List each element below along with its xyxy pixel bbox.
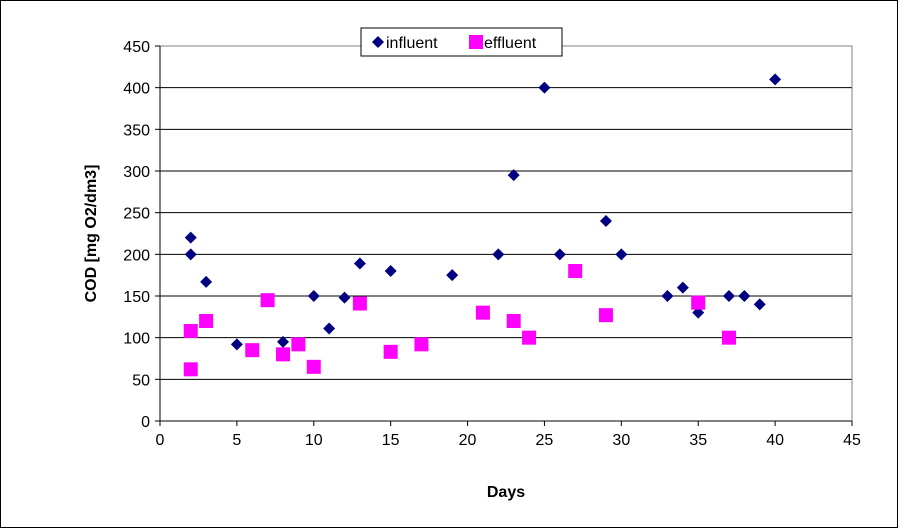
effluent-point-9 [383,344,398,359]
series-effluent [183,264,736,377]
influent-point-0 [184,231,197,244]
influent-point-21 [722,290,735,302]
y-tick-label-50: 50 [132,372,150,389]
x-tick-label-30: 30 [612,432,630,449]
influent-point-19 [676,281,689,294]
effluent-point-10 [414,337,429,352]
x-tick-label-25: 25 [536,432,554,449]
influent-point-15 [553,248,566,261]
legend: influent effluent [360,27,563,57]
y-tick-label-250: 250 [123,206,150,223]
influent-point-5 [307,290,320,302]
legend-items: influent effluent [372,35,537,52]
influent-point-18 [661,290,674,302]
legend-effluent-marker [469,35,483,49]
plot-area [159,45,853,422]
influent-point-9 [384,265,397,277]
effluent-point-7 [306,359,321,374]
y-tick-label-150: 150 [123,289,150,306]
data-points [183,73,782,377]
y-tick-labels: 0 50 100 150 200 250 300 350 400 450 [123,39,150,431]
x-tick-label-40: 40 [766,432,784,449]
influent-point-12 [492,248,505,261]
effluent-point-1 [183,362,198,377]
influent-point-16 [599,215,612,227]
effluent-point-16 [691,295,706,310]
influent-point-1 [184,248,197,261]
influent-point-6 [323,322,336,335]
axes [155,45,853,426]
y-tick-label-450: 450 [123,39,150,56]
x-tick-label-0: 0 [156,432,165,449]
influent-point-17 [615,248,628,261]
influent-point-13 [507,169,520,182]
influent-point-2 [200,275,213,288]
effluent-point-15 [598,308,613,323]
influent-point-11 [446,269,459,282]
x-tick-label-10: 10 [305,432,323,449]
x-tick-label-35: 35 [689,432,707,449]
y-tick-label-100: 100 [123,331,150,348]
y-tick-label-300: 300 [123,164,150,181]
influent-point-14 [538,81,551,94]
x-tick-label-15: 15 [382,432,400,449]
effluent-point-17 [721,330,736,345]
x-tick-labels: 0 5 10 15 20 25 30 35 40 45 [156,432,861,449]
effluent-point-5 [276,347,291,362]
influent-point-24 [769,73,782,86]
influent-point-8 [353,257,366,270]
legend-effluent-label: effluent [484,35,537,52]
legend-influent-label: influent [386,35,438,52]
effluent-point-4 [260,293,275,308]
y-tick-label-400: 400 [123,81,150,98]
influent-point-23 [753,298,766,311]
influent-point-22 [738,290,751,302]
gridlines [160,45,852,422]
effluent-point-6 [291,337,306,352]
effluent-point-12 [506,314,521,328]
y-tick-label-0: 0 [141,414,150,431]
y-tick-label-200: 200 [123,247,150,264]
effluent-point-14 [568,264,583,278]
x-tick-label-20: 20 [459,432,477,449]
influent-point-3 [230,338,243,351]
effluent-point-2 [199,314,214,328]
x-tick-label-45: 45 [843,432,861,449]
influent-point-4 [277,335,290,348]
effluent-point-11 [475,305,490,320]
y-tick-label-350: 350 [123,122,150,139]
effluent-point-0 [183,324,198,338]
x-axis-title: Days [487,484,525,501]
influent-point-7 [338,291,351,304]
x-tick-label-5: 5 [232,432,241,449]
legend-influent-marker [372,36,384,48]
effluent-point-13 [522,330,537,345]
effluent-point-3 [245,343,260,358]
legend-box [360,27,563,57]
effluent-point-8 [352,296,367,311]
y-axis-title: COD [mg O2/dm3] [83,165,100,303]
